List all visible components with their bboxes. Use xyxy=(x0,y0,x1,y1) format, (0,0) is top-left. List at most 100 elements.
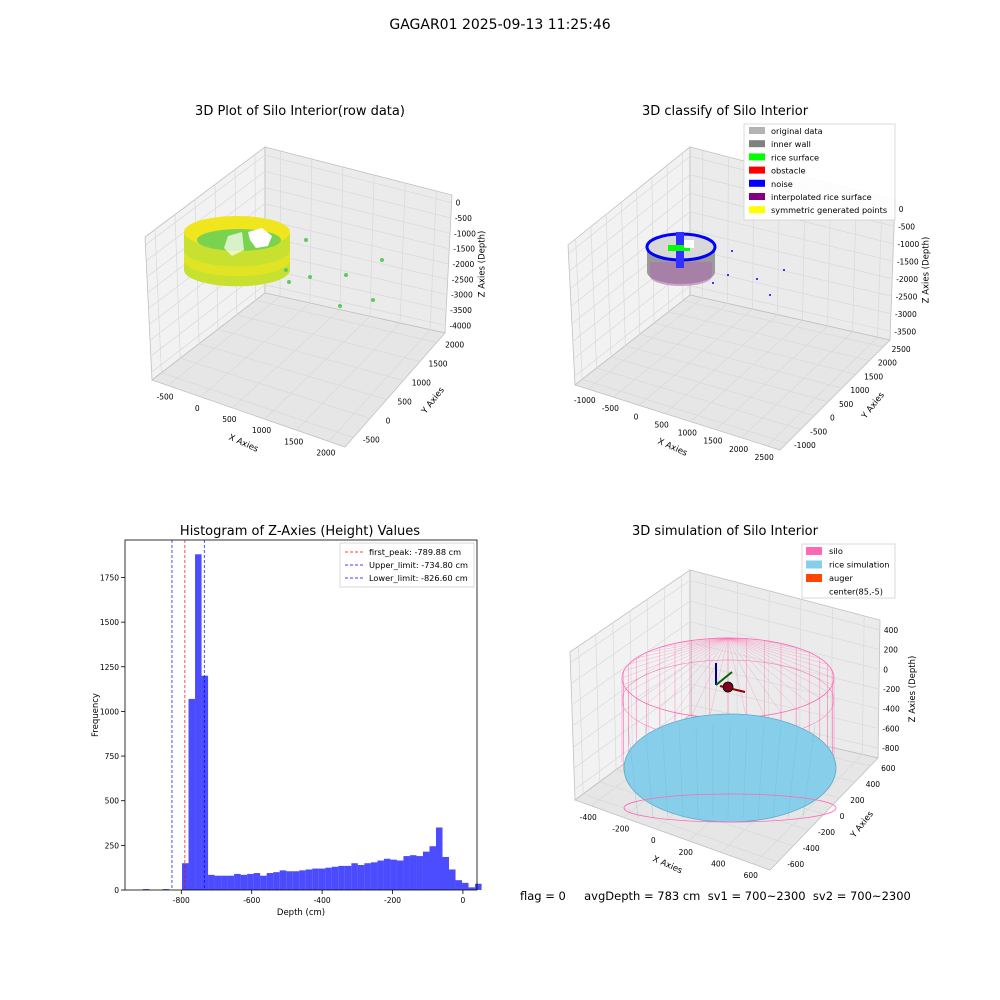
histogram-bar xyxy=(435,827,443,890)
histogram-bar xyxy=(253,873,261,890)
raw-ztick-label: -3500 xyxy=(450,306,472,315)
sim-ytick-label: 400 xyxy=(866,780,881,789)
sim-auger-head xyxy=(722,681,734,693)
histogram-bar xyxy=(409,855,417,890)
sim-ygrid xyxy=(583,793,778,863)
histogram-ytick-label: 250 xyxy=(105,841,120,850)
sim-zgrid-left xyxy=(570,580,691,663)
sim-xtick-label: 0 xyxy=(651,836,656,845)
sim-silo-roof-wire xyxy=(727,637,833,672)
histogram-bar xyxy=(338,865,345,890)
raw-point xyxy=(284,268,288,272)
sim-ztick-label: 400 xyxy=(884,626,899,635)
histogram-legend-label: first_peak: -789.88 cm xyxy=(369,547,461,557)
histogram-bar xyxy=(462,882,469,890)
raw-xgrid xyxy=(328,329,431,442)
sim-zgrid xyxy=(689,600,880,650)
cls-zgrid-left xyxy=(569,174,691,272)
raw-zgrid xyxy=(264,203,450,250)
raw-plot-title: 3D Plot of Silo Interior(row data) xyxy=(195,104,405,119)
sim-rice-mesh xyxy=(695,724,699,819)
cls-legend-label: symmetric generated points xyxy=(771,205,887,215)
cls-ztick-label: -2000 xyxy=(896,275,918,284)
cls-ztick-label: -500 xyxy=(898,222,915,231)
sim-silo-roof-wire xyxy=(623,637,729,672)
cls-legend-swatch xyxy=(749,206,765,214)
sim-rice-mesh xyxy=(802,724,816,819)
cls-ygrid xyxy=(610,356,815,416)
cls-ygrid xyxy=(639,334,842,389)
sim-silo-roof-wire xyxy=(727,637,765,716)
cls-xgrid xyxy=(587,297,703,390)
raw-ytick-label: 500 xyxy=(398,398,413,407)
histogram-ytick-label: 1500 xyxy=(100,618,119,627)
raw-point xyxy=(380,258,384,262)
cls-pane-floor xyxy=(574,294,891,451)
cls-rice-surface xyxy=(668,245,690,251)
cls-legend-swatch xyxy=(749,153,765,161)
sim-silo-roof-wire xyxy=(727,637,828,692)
sim-silo-roof-wire xyxy=(709,637,729,718)
raw-ztick-label: 0 xyxy=(456,199,461,208)
sim-silo-roof-wire xyxy=(727,637,810,653)
histogram-bar xyxy=(390,859,397,890)
raw-ygrid xyxy=(217,328,404,381)
sim-ztick-label: 200 xyxy=(884,646,899,655)
histogram-legend-label: Lower_limit: -826.60 cm xyxy=(369,573,468,583)
histogram-bar xyxy=(142,889,150,890)
cls-legend-box xyxy=(743,123,896,221)
sim-zgrid xyxy=(689,662,879,710)
sim-silo-roof-wire xyxy=(727,637,782,713)
histogram-bar xyxy=(377,860,384,890)
sim-silo-roof-wire xyxy=(674,637,729,644)
histogram-bar xyxy=(299,870,306,890)
cls-legend-swatch xyxy=(749,127,765,134)
raw-xlabel: X Axies xyxy=(227,433,260,455)
cls-zgrid-left xyxy=(569,192,691,290)
cls-ygrid xyxy=(625,345,829,403)
sim-rice-mesh xyxy=(742,724,748,819)
raw-ztick-label: -1500 xyxy=(453,245,475,254)
cls-xgrid xyxy=(766,336,878,447)
sim-silo-roof-wire xyxy=(628,637,729,692)
histogram-bar xyxy=(234,873,241,890)
cls-interpolated-surface xyxy=(650,262,712,286)
histogram-bar xyxy=(312,868,319,890)
raw-zlabel: Z Axies (Depth) xyxy=(478,231,488,298)
raw-ztick-label: -500 xyxy=(455,214,472,223)
cls-ytick-label: 1000 xyxy=(850,386,869,395)
cls-legend-swatch xyxy=(749,166,765,174)
sim-silo-roof-wire xyxy=(636,637,729,659)
raw-xgrid xyxy=(232,309,341,409)
histogram-bar xyxy=(266,873,274,890)
histogram-bar xyxy=(357,865,365,890)
cls-legend-swatch xyxy=(749,193,765,200)
cls-ztick-label: -3000 xyxy=(895,310,917,319)
cls-ytick-label: 0 xyxy=(830,414,835,423)
cls-xtick-label: 500 xyxy=(655,420,670,429)
cls-legend-label: original data xyxy=(771,126,823,136)
raw-zgrid xyxy=(264,170,451,219)
histogram-bar xyxy=(364,863,371,890)
cls-legend-swatch xyxy=(749,140,765,148)
histogram-bar xyxy=(201,675,209,890)
raw-ytick-label: 2000 xyxy=(445,341,464,350)
cls-ygrid xyxy=(653,322,856,375)
histogram-xlabel: Depth (cm) xyxy=(277,908,325,918)
raw-ytick-label: 0 xyxy=(386,417,391,426)
cls-ygrid xyxy=(582,379,787,444)
histogram-bar xyxy=(273,872,280,890)
histogram-bar xyxy=(468,887,476,890)
histogram-bar xyxy=(331,866,339,890)
histogram-bar xyxy=(416,856,423,890)
sim-zgrid xyxy=(689,580,880,631)
cls-legend-label: noise xyxy=(771,179,793,189)
sim-ytick-label: -600 xyxy=(787,860,804,869)
raw-zgrid-left xyxy=(151,284,266,373)
raw-point xyxy=(338,304,342,308)
sim-xtick-label: -400 xyxy=(580,813,597,822)
sim-silo-roof-wire xyxy=(659,637,729,709)
cls-zgrid xyxy=(689,266,892,315)
raw-zgrid-left xyxy=(145,154,266,246)
raw-data-3d-plot: -500 0 500 1000 1500 2000 -500 0 500 1000 1500 2000… xyxy=(144,146,488,457)
